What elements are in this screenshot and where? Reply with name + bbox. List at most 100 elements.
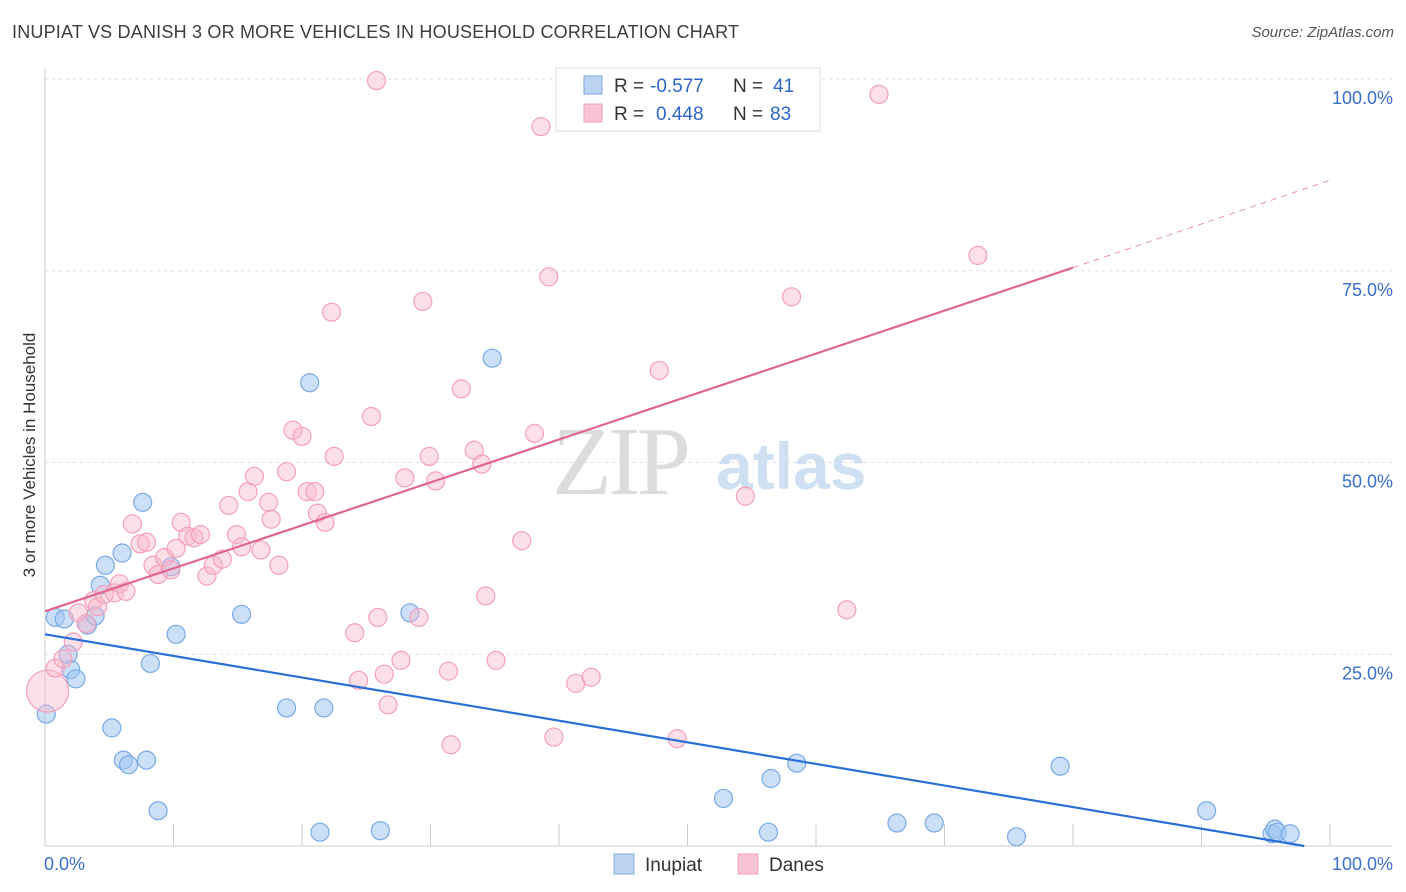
- point-inupiat: [112, 543, 132, 563]
- point-danes: [649, 360, 669, 381]
- point-danes: [441, 735, 461, 755]
- point-danes: [226, 524, 247, 545]
- point-danes: [197, 566, 217, 586]
- stats-legend: R = -0.577 N = 41 R = 0.448 N = 83: [555, 67, 821, 132]
- point-inupiat: [1280, 824, 1300, 844]
- point-inupiat: [133, 492, 153, 512]
- point-danes: [581, 667, 601, 687]
- point-danes: [25, 669, 70, 713]
- watermark: ZIP atlas: [552, 408, 866, 516]
- point-danes: [324, 446, 344, 466]
- point-danes: [292, 426, 312, 447]
- point-inupiat: [166, 624, 186, 644]
- point-inupiat: [66, 669, 86, 689]
- point-inupiat: [924, 813, 944, 833]
- point-inupiat: [713, 788, 734, 809]
- point-danes: [869, 84, 889, 104]
- point-danes: [136, 532, 157, 552]
- chart-source: Source: ZipAtlas.com: [1251, 24, 1394, 41]
- watermark-zip: ZIP: [552, 408, 687, 516]
- stats-r-label-danes: R =: [614, 104, 644, 125]
- point-danes: [361, 406, 381, 427]
- point-inupiat: [310, 822, 330, 842]
- point-danes: [269, 555, 289, 575]
- point-danes: [88, 597, 108, 617]
- chart-title: INUPIAT VS DANISH 3 OR MORE VEHICLES IN …: [12, 22, 740, 42]
- legend-swatch-inupiat[interactable]: [613, 853, 635, 875]
- point-inupiat: [36, 704, 56, 724]
- point-danes: [244, 466, 265, 486]
- point-danes: [251, 540, 271, 560]
- point-inupiat: [148, 801, 168, 821]
- point-inupiat: [118, 755, 139, 775]
- y-tick-label: 75.0%: [1342, 280, 1393, 300]
- legend-swatch-danes[interactable]: [737, 853, 759, 875]
- trend-extension-danes: [1072, 179, 1331, 269]
- stats-r-value-inupiat: -0.577: [650, 76, 704, 97]
- y-tick-label: 50.0%: [1342, 472, 1393, 492]
- point-danes: [219, 495, 239, 516]
- point-danes: [76, 613, 96, 634]
- point-danes: [122, 514, 142, 534]
- stats-r-label-inupiat: R =: [614, 76, 644, 97]
- point-danes: [531, 116, 551, 137]
- stats-n-value-inupiat: 41: [773, 76, 794, 97]
- point-danes: [409, 607, 429, 628]
- legend-label-inupiat[interactable]: Inupiat: [645, 855, 703, 876]
- x-tick-label: 0.0%: [44, 854, 85, 874]
- point-inupiat: [102, 718, 122, 738]
- point-danes: [476, 586, 496, 606]
- point-danes: [261, 509, 281, 529]
- point-inupiat: [482, 348, 502, 368]
- point-inupiat: [1197, 801, 1217, 821]
- point-danes: [315, 512, 335, 532]
- point-danes: [968, 245, 988, 266]
- point-danes: [413, 291, 433, 312]
- x-tick-label: 100.0%: [1332, 854, 1393, 874]
- bottom-legend: Inupiat Danes: [613, 853, 824, 876]
- point-inupiat: [314, 698, 334, 718]
- point-danes: [53, 649, 73, 669]
- point-danes: [297, 482, 317, 502]
- point-inupiat: [54, 609, 74, 629]
- point-danes: [258, 492, 279, 512]
- point-danes: [378, 695, 398, 715]
- point-inupiat: [95, 555, 115, 575]
- point-danes: [524, 423, 545, 443]
- point-danes: [419, 446, 439, 466]
- point-danes: [837, 600, 857, 620]
- point-danes: [68, 603, 89, 623]
- point-inupiat: [232, 604, 252, 624]
- point-danes: [166, 538, 186, 559]
- point-inupiat: [400, 603, 420, 623]
- point-danes: [539, 267, 559, 287]
- point-danes: [544, 727, 564, 747]
- stats-n-label-inupiat: N =: [733, 76, 763, 97]
- point-inupiat: [276, 698, 297, 718]
- point-danes: [305, 482, 325, 502]
- point-danes: [735, 486, 755, 506]
- point-inupiat: [140, 653, 160, 674]
- point-danes: [368, 607, 388, 628]
- point-inupiat: [136, 750, 157, 770]
- y-tick-label: 25.0%: [1342, 663, 1393, 683]
- stats-swatch-inupiat: [583, 75, 603, 95]
- point-danes: [451, 379, 471, 399]
- axes: [44, 68, 1392, 847]
- point-danes: [321, 302, 342, 322]
- stats-swatch-danes: [583, 103, 603, 123]
- point-inupiat: [300, 373, 320, 393]
- trend-line-inupiat: [44, 633, 1305, 848]
- data-points: [25, 70, 1300, 847]
- trend-lines: [44, 179, 1331, 848]
- point-danes: [366, 70, 387, 91]
- point-danes: [486, 650, 506, 670]
- point-inupiat: [758, 822, 779, 842]
- point-danes: [374, 664, 394, 684]
- legend-label-danes[interactable]: Danes: [769, 855, 824, 876]
- point-danes: [781, 287, 802, 307]
- point-inupiat: [761, 768, 781, 789]
- trend-line-danes: [44, 266, 1074, 613]
- stats-n-value-danes: 83: [770, 104, 791, 125]
